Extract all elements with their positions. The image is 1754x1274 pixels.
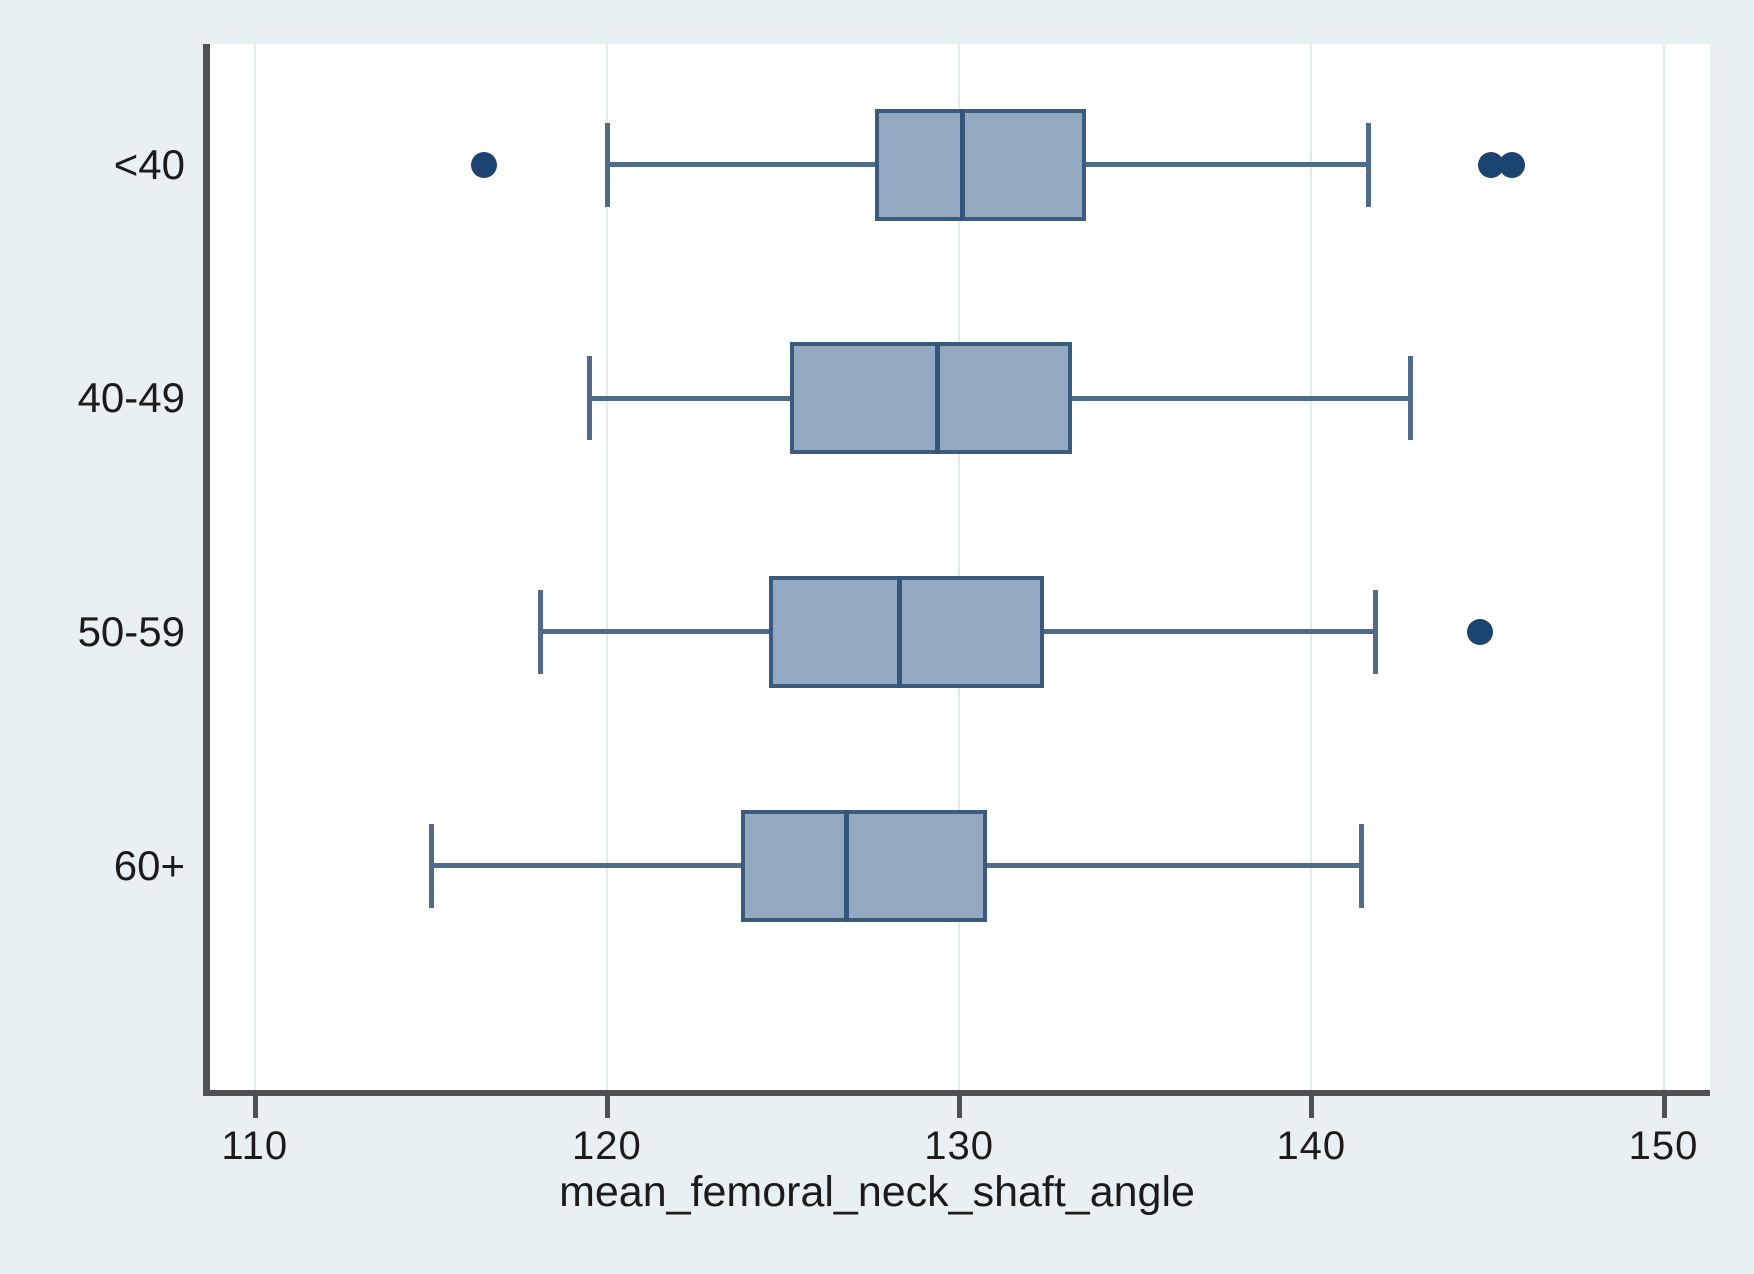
whisker-cap-low <box>538 589 543 674</box>
whisker-cap-low <box>428 823 434 908</box>
x-tick-label: 110 <box>221 1124 289 1168</box>
y-category-label: 40-49 <box>77 374 185 422</box>
x-tick-label: 130 <box>924 1124 994 1168</box>
whisker-stem-low <box>589 395 791 401</box>
gridline <box>1662 44 1665 1090</box>
whisker-cap-high <box>1358 823 1364 908</box>
median-line <box>960 108 966 221</box>
whisker-stem-high <box>1071 395 1410 401</box>
y-category-label: <40 <box>113 140 185 188</box>
median-line <box>935 342 941 455</box>
outlier-dot <box>1467 618 1494 645</box>
whisker-stem-high <box>1085 162 1368 168</box>
outlier-dot <box>1499 151 1526 178</box>
whisker-stem-high <box>1043 629 1375 635</box>
whisker-stem-low <box>540 629 769 635</box>
y-category-label: 60+ <box>113 841 185 889</box>
box <box>740 809 988 922</box>
whisker-cap-high <box>1407 356 1413 441</box>
box <box>874 108 1086 221</box>
whisker-stem-low <box>430 863 741 869</box>
x-tick <box>1661 1096 1667 1118</box>
outlier-dot <box>470 151 497 178</box>
x-axis-title: mean_femoral_neck_shaft_angle <box>559 1168 1195 1216</box>
whisker-cap-high <box>1372 589 1378 674</box>
x-tick <box>1309 1096 1315 1118</box>
x-tick <box>604 1096 610 1118</box>
gridline <box>605 44 608 1090</box>
y-category-label: 50-59 <box>77 607 185 655</box>
gridline <box>1310 44 1313 1090</box>
x-tick-label: 150 <box>1628 1124 1699 1168</box>
box <box>790 342 1072 455</box>
x-tick <box>252 1096 258 1118</box>
whisker-cap-low <box>587 356 593 441</box>
whisker-cap-low <box>604 122 610 207</box>
gridline <box>253 44 256 1090</box>
box <box>768 575 1044 688</box>
whisker-stem-low <box>606 162 875 168</box>
median-line <box>843 809 849 922</box>
whisker-stem-high <box>987 863 1361 869</box>
median-line <box>896 575 902 688</box>
x-tick <box>957 1096 963 1118</box>
plot-area <box>203 44 1710 1096</box>
whisker-cap-high <box>1365 122 1371 207</box>
x-tick-label: 120 <box>572 1124 642 1168</box>
gridline <box>958 44 961 1090</box>
x-tick-label: 140 <box>1276 1124 1347 1168</box>
